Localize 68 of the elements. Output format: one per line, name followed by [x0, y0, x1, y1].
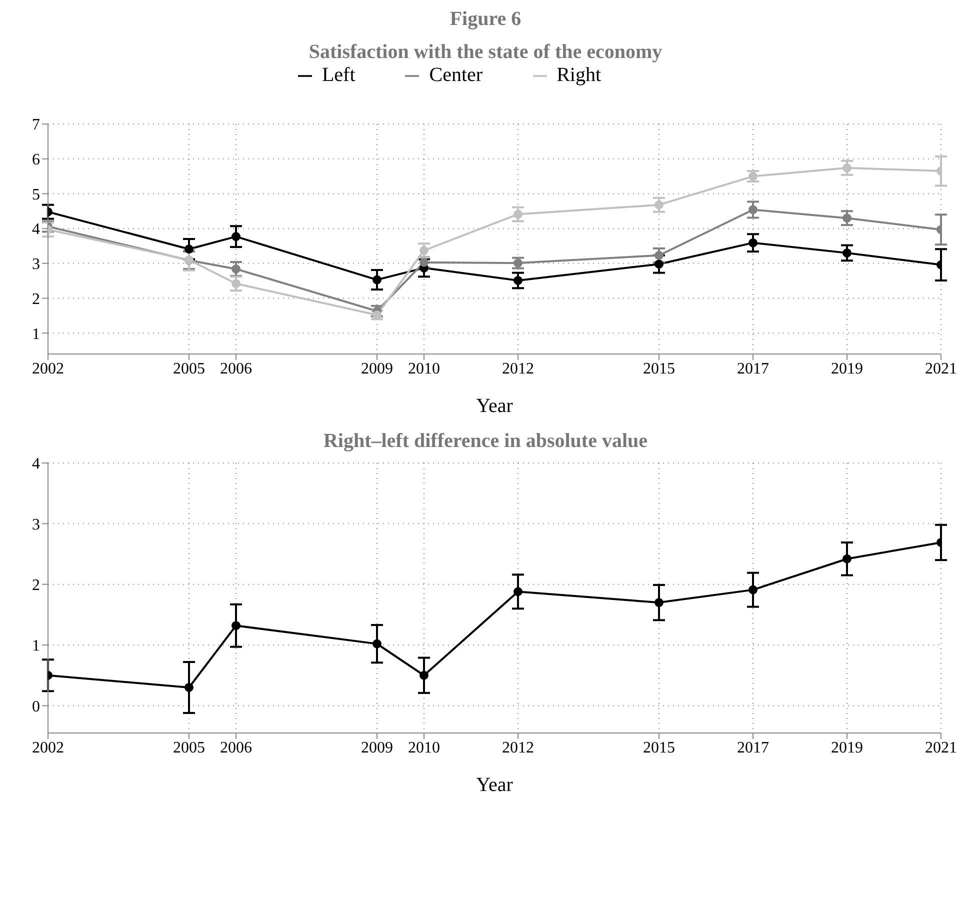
point	[514, 587, 522, 596]
y-tick-label: 1	[32, 326, 40, 343]
x-tick-label: 2009	[361, 360, 393, 378]
point	[748, 172, 758, 181]
y-tick-label: 1	[32, 638, 40, 655]
point	[654, 250, 664, 260]
point	[232, 232, 240, 242]
point	[748, 238, 758, 248]
x-axis-title: Year	[476, 774, 514, 796]
point	[748, 585, 758, 594]
point	[372, 275, 382, 284]
x-tick-label: 2006	[220, 360, 252, 378]
point	[514, 276, 522, 285]
legend-label: Center	[429, 64, 483, 86]
x-tick-label: 2019	[831, 360, 863, 378]
point	[420, 670, 428, 680]
point	[748, 205, 758, 214]
x-tick-label: 2015	[643, 360, 675, 378]
point	[232, 621, 240, 630]
x-tick-label: 2009	[361, 739, 393, 756]
point	[232, 264, 240, 274]
point	[842, 163, 852, 172]
y-tick-label: 4	[32, 221, 40, 238]
point	[372, 310, 382, 320]
y-tick-label: 3	[32, 256, 40, 274]
point	[842, 248, 852, 258]
point	[420, 258, 428, 267]
x-tick-label: 2017	[737, 739, 769, 756]
y-tick-label: 4	[32, 456, 40, 473]
point	[842, 214, 852, 223]
y-tick-label: 5	[32, 186, 40, 204]
point	[654, 260, 664, 269]
x-tick-label: 2002	[32, 739, 64, 756]
x-tick-label: 2010	[408, 739, 440, 756]
point	[654, 598, 664, 608]
point	[232, 279, 240, 288]
x-tick-label: 2017	[737, 360, 769, 378]
y-tick-label: 7	[32, 116, 40, 134]
x-tick-label: 2005	[173, 360, 205, 378]
x-tick-label: 2019	[831, 739, 863, 756]
point	[654, 200, 664, 210]
chart-title: Figure 6	[448, 8, 522, 31]
point	[514, 210, 522, 219]
point	[420, 246, 428, 255]
x-tick-label: 2005	[173, 739, 205, 756]
legend-label: Right	[556, 64, 602, 86]
point	[184, 682, 194, 692]
x-axis-title: Year	[476, 395, 514, 417]
y-tick-label: 0	[32, 698, 40, 716]
y-tick-label: 2	[32, 577, 40, 594]
point	[514, 258, 522, 268]
x-tick-label: 2012	[502, 360, 534, 378]
x-tick-label: 2006	[220, 739, 252, 756]
chart-title: Right–left difference in absolute value	[322, 430, 649, 453]
x-tick-label: 2015	[643, 739, 675, 756]
x-tick-label: 2021	[925, 739, 957, 756]
point	[842, 554, 852, 564]
x-tick-label: 2010	[408, 360, 440, 378]
y-tick-label: 6	[32, 152, 40, 169]
point	[372, 639, 382, 648]
y-tick-label: 2	[32, 290, 40, 308]
x-tick-label: 2021	[925, 360, 957, 378]
chart-subtitle: Satisfaction with the state of the economy	[308, 41, 664, 64]
x-tick-label: 2012	[502, 739, 534, 756]
point	[184, 244, 194, 254]
legend-label: Left	[322, 64, 356, 86]
y-tick-label: 3	[32, 516, 40, 534]
x-tick-label: 2002	[32, 360, 64, 378]
